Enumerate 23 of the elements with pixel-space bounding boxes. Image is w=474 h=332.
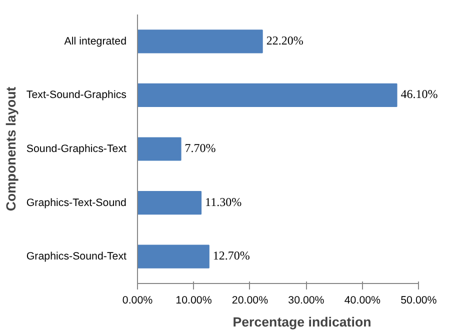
- y-axis-title: Components layout: [3, 86, 18, 212]
- bar: [138, 244, 210, 268]
- y-tick-label: Text-Sound-Graphics: [26, 89, 127, 102]
- x-tick-label: 30.00%: [288, 294, 325, 306]
- x-tick-label: 20.00%: [232, 294, 269, 306]
- x-tick-label: 0.00%: [122, 294, 154, 306]
- data-label: 22.20%: [266, 33, 304, 48]
- data-label: 7.70%: [184, 141, 216, 155]
- bar: [138, 30, 263, 54]
- x-tick-label: 50.00%: [400, 294, 438, 306]
- data-label: 11.30%: [205, 194, 242, 209]
- bar: [138, 191, 202, 215]
- y-tick-label: Sound-Graphics-Text: [26, 143, 127, 155]
- x-tick-label: 10.00%: [176, 294, 212, 306]
- y-tick-label: All integrated: [64, 35, 127, 48]
- y-tick-label: Graphics-Text-Sound: [26, 196, 127, 209]
- bar: [138, 83, 398, 107]
- data-label: 12.70%: [212, 248, 250, 263]
- y-tick-label: Graphics-Sound-Text: [26, 250, 127, 263]
- x-axis-title: Percentage indication: [232, 314, 372, 330]
- bar: [138, 137, 182, 161]
- x-tick-label: 40.00%: [344, 294, 382, 306]
- data-label: 46.10%: [400, 87, 438, 102]
